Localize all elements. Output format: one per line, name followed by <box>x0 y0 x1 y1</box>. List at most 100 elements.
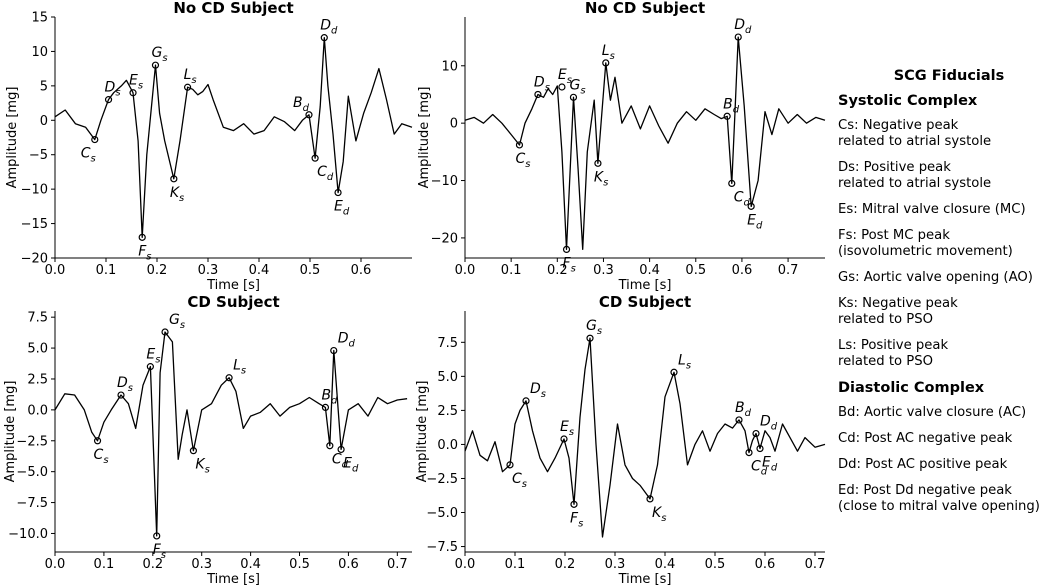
fiducial-label: Ds <box>534 74 550 93</box>
diastolic-item-line: Cd: Post AC negative peak <box>838 431 1013 446</box>
x-tick-label: 0.3 <box>191 557 212 572</box>
fiducial-label: Dd <box>338 331 356 350</box>
diastolic-item: Dd: Post AC positive peak <box>838 457 1050 473</box>
fiducial-label: Dd <box>760 414 778 433</box>
fiducial-marker <box>752 429 760 438</box>
fiducial-label: Fs <box>138 243 151 262</box>
x-tick-label: 0.5 <box>289 557 310 572</box>
fiducial-marker <box>153 532 161 540</box>
fiducial-label: Cd <box>734 189 751 208</box>
fiducial-marker <box>734 33 742 41</box>
fiducial-marker <box>534 90 542 99</box>
fiducial-marker <box>594 159 602 167</box>
x-tick-label: 0.7 <box>805 557 826 572</box>
fiducial-marker <box>756 444 764 453</box>
diastolic-item-line: Dd: Post AC positive peak <box>838 457 1008 472</box>
y-tick-label: 5.0 <box>27 342 48 357</box>
fiducial-label: Gs <box>586 318 602 337</box>
diastolic-item-line: Ed: Post Dd negative peak <box>838 483 1012 498</box>
x-tick-label: 0.1 <box>505 557 526 572</box>
fiducial-marker <box>646 495 654 503</box>
x-tick-label: 0.5 <box>705 557 726 572</box>
y-tick-label: −5.0 <box>426 506 458 521</box>
x-tick-label: 0.2 <box>147 263 168 278</box>
y-tick-label: 10 <box>441 59 458 74</box>
chart-panel: CD Subject 0.0 0.1 0.2 0.3 0.4 0.5 0.6 0.7 −10.0 −… <box>3 293 412 587</box>
y-tick-label: 7.5 <box>27 311 48 326</box>
y-tick-label: −5.0 <box>16 465 48 480</box>
fiducial-marker <box>321 403 330 411</box>
fiducial-label: Ks <box>195 457 209 476</box>
fiducial-label: Ks <box>594 169 608 188</box>
fiducial-label: Cd <box>751 459 768 478</box>
systolic-item-line: (isovolumetric movement) <box>838 244 1013 259</box>
y-tick-label: −2.5 <box>16 434 48 449</box>
fiducial-marker <box>723 112 731 120</box>
scg-figure: No CD Subject 0.0 0.1 0.2 0.3 0.4 0.5 0.6 −20 −15… <box>3 0 826 587</box>
y-tick-label: 5 <box>40 79 48 94</box>
y-tick-label: 15 <box>31 11 48 26</box>
y-tick-label: −10 <box>431 174 458 189</box>
fiducial-marker <box>326 442 334 450</box>
fiducial-marker <box>138 233 146 241</box>
fiducial-marker <box>184 83 192 91</box>
y-tick-label: 0.0 <box>437 438 458 453</box>
fiducial-label: Fs <box>563 255 576 274</box>
fiducial-marker <box>334 188 342 197</box>
chart-panel: No CD Subject 0.0 0.1 0.2 0.3 0.4 0.5 0.6 0.7 −20… <box>417 0 826 293</box>
x-tick-label: 0.4 <box>655 557 676 572</box>
fiducial-marker <box>146 363 154 371</box>
x-axis-label: Time [s] <box>206 278 260 293</box>
x-tick-label: 0.6 <box>338 557 359 572</box>
fiducial-marker <box>728 179 736 188</box>
fiducial-marker <box>311 154 319 162</box>
fiducial-marker <box>586 334 594 342</box>
fiducial-label: Bd <box>293 95 310 114</box>
systolic-item-line: Ks: Negative peak <box>838 296 958 311</box>
x-tick-label: 0.4 <box>240 557 261 572</box>
y-tick-label: −10 <box>21 183 48 198</box>
fiducial-marker <box>735 416 743 424</box>
panel-title: CD Subject <box>187 293 279 311</box>
fiducial-label: Ed <box>762 455 778 474</box>
diastolic-item: Cd: Post AC negative peak <box>838 431 1050 447</box>
y-tick-label: 0 <box>40 114 48 129</box>
y-tick-label: 2.5 <box>27 372 48 387</box>
chart-panel: No CD Subject 0.0 0.1 0.2 0.3 0.4 0.5 0.6 −20 −15… <box>5 0 413 293</box>
x-tick-label: 0.7 <box>778 263 799 278</box>
x-tick-label: 0.1 <box>94 557 115 572</box>
systolic-item-line: Cs: Negative peak <box>838 118 959 133</box>
fiducial-marker <box>305 111 313 119</box>
systolic-item-line: Ls: Positive peak <box>838 338 949 353</box>
y-tick-label: −10.0 <box>8 527 48 542</box>
y-tick-label: 0 <box>450 117 458 132</box>
fiducial-label: Ls <box>233 358 246 377</box>
fiducial-marker <box>225 374 233 382</box>
x-tick-label: 0.7 <box>387 557 408 572</box>
fiducial-marker <box>670 368 678 376</box>
diastolic-heading: Diastolic Complex <box>838 380 985 396</box>
x-tick-label: 0.4 <box>249 263 270 278</box>
y-tick-label: −7.5 <box>426 540 458 555</box>
fiducial-label: Gs <box>169 312 185 331</box>
fiducial-marker <box>104 96 113 104</box>
y-axis-label: Amplitude [mg] <box>417 87 432 189</box>
fiducial-label: Cs <box>94 447 109 466</box>
fiducial-label: Cs <box>512 471 527 490</box>
x-tick-label: 0.0 <box>455 557 476 572</box>
systolic-item: Fs: Post MC peak (isovolumetric movement) <box>838 228 1050 260</box>
x-tick-label: 0.2 <box>555 557 576 572</box>
diastolic-item-line: (close to mitral valve opening) <box>838 499 1040 514</box>
systolic-item-line: Es: Mitral valve closure (MC) <box>838 202 1026 217</box>
fiducial-label: Ds <box>530 381 546 400</box>
systolic-item-line: Fs: Post MC peak <box>838 228 950 243</box>
scg-signal-line <box>464 337 826 538</box>
systolic-item: Ls: Positive peak related to PSO <box>838 338 1050 370</box>
diastolic-item-line: Bd: Aortic valve closure (AC) <box>838 405 1027 420</box>
fiducial-marker <box>337 445 345 454</box>
x-axis-label: Time [s] <box>618 572 672 587</box>
chart-panel: CD Subject 0.0 0.1 0.2 0.3 0.4 0.5 0.6 0.7 −7.5 −5… <box>415 293 825 587</box>
fiducial-marker <box>91 135 99 144</box>
y-tick-label: −20 <box>21 252 48 267</box>
panel-title: No CD Subject <box>173 0 293 17</box>
